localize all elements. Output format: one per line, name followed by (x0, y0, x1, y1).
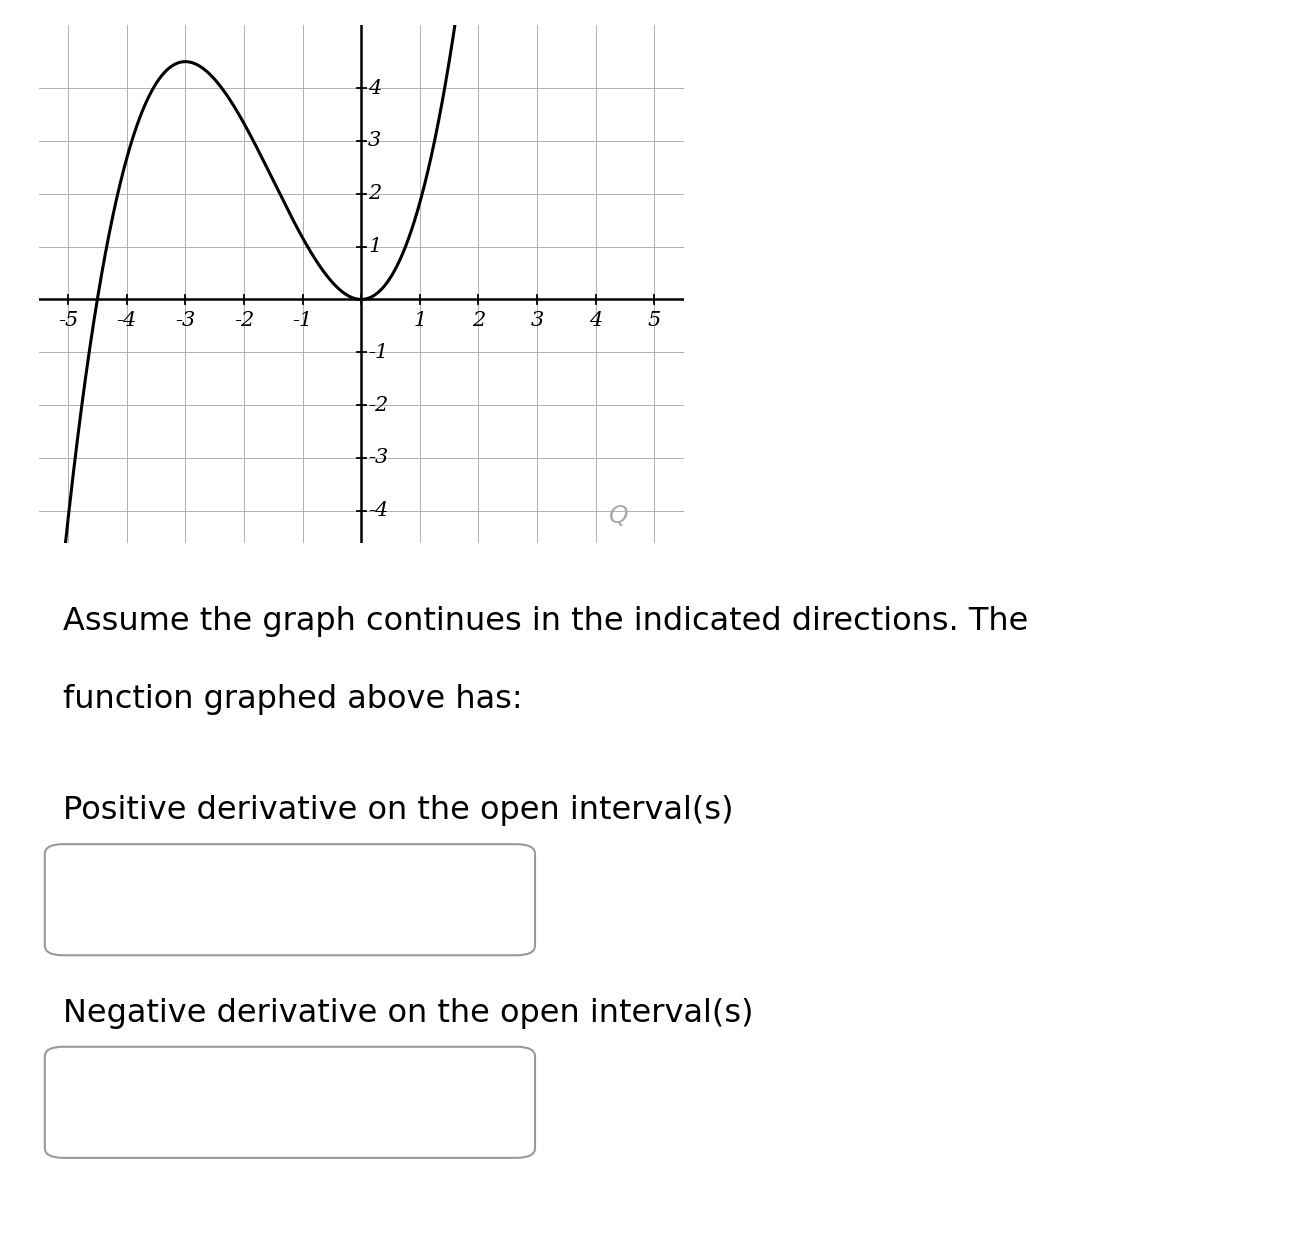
Text: 4: 4 (368, 79, 382, 97)
Text: Positive derivative on the open interval(s): Positive derivative on the open interval… (63, 795, 734, 826)
Text: -2: -2 (368, 396, 388, 414)
Text: -5: -5 (58, 311, 79, 330)
Text: -2: -2 (233, 311, 254, 330)
Text: -3: -3 (175, 311, 195, 330)
Text: 1: 1 (368, 237, 382, 256)
FancyBboxPatch shape (45, 845, 535, 956)
Text: 2: 2 (368, 184, 382, 203)
Text: Assume the graph continues in the indicated directions. The: Assume the graph continues in the indica… (63, 605, 1028, 636)
Text: 1: 1 (413, 311, 427, 330)
Text: 3: 3 (530, 311, 543, 330)
Text: 3: 3 (368, 132, 382, 150)
Text: -1: -1 (293, 311, 312, 330)
Text: 2: 2 (472, 311, 485, 330)
Text: -4: -4 (116, 311, 137, 330)
Text: 4: 4 (590, 311, 602, 330)
Text: -3: -3 (368, 449, 388, 467)
Text: function graphed above has:: function graphed above has: (63, 684, 522, 715)
Text: 5: 5 (648, 311, 660, 330)
Text: Q: Q (609, 504, 630, 528)
Text: -1: -1 (368, 343, 388, 361)
FancyBboxPatch shape (45, 1047, 535, 1158)
Text: Negative derivative on the open interval(s): Negative derivative on the open interval… (63, 997, 753, 1028)
Text: -4: -4 (368, 502, 388, 520)
